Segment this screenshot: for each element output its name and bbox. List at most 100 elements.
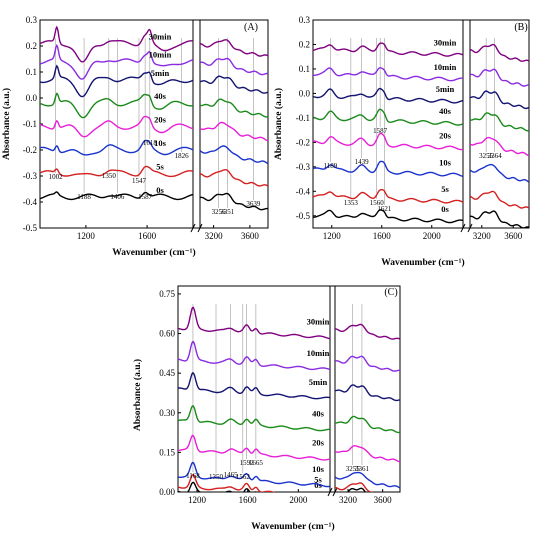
series-line-40s (200, 98, 268, 118)
y-tick-label: 0.1 (26, 67, 37, 77)
series-line-30min (40, 25, 193, 63)
series-label: 20s (312, 438, 325, 448)
series-line-0s (40, 191, 193, 201)
series-label: 30min (434, 37, 457, 47)
peak-annotation: 1465 (224, 471, 239, 479)
y-tick-label: -0.5 (296, 211, 311, 221)
x-tick-label: 2000 (423, 231, 442, 241)
series-label: 10min (307, 348, 330, 358)
panel-0: 0.3 0.2 0.1 0.0 -0.1 -0.2 -0.3 -0.4 -0.5 1200 1600… (1, 15, 269, 258)
series-label: 10s (439, 157, 452, 167)
y-tick-label: 0.3 (26, 15, 38, 25)
series-line-10min (178, 340, 330, 371)
series-line-5s (313, 189, 463, 204)
series-line-30min (470, 43, 529, 62)
x-tick-label: 1200 (188, 495, 207, 505)
y-tick-label: 0.15 (159, 447, 175, 457)
series-line-40s (40, 92, 193, 119)
axis-break-mark (190, 223, 196, 233)
series-line-5min (40, 64, 193, 98)
x-tick-label: 3200 (205, 231, 224, 241)
x-tick-label: 1600 (138, 231, 157, 241)
peak-annotation: 1547 (132, 177, 147, 185)
y-tick-label: 0.60 (159, 329, 175, 339)
series-line-5min (178, 372, 330, 400)
series-line-10s (470, 163, 529, 183)
y-tick-label: 0.30 (159, 408, 175, 418)
series-line-20s (470, 136, 529, 157)
x-tick-label: 1600 (373, 231, 392, 241)
series-label: 5s (314, 475, 322, 485)
peak-annotation: 1592 (240, 459, 255, 467)
peak-annotation: 3255 (346, 465, 361, 473)
peak-annotation: 1560 (370, 199, 385, 207)
peak-annotation: 1826 (175, 152, 190, 160)
series-label: 40s (312, 409, 325, 419)
y-axis-label: Absorbance (a.u.) (273, 88, 284, 160)
series-line-10s (200, 145, 268, 165)
y-tick-label: 0.1 (299, 64, 310, 74)
x-tick-label: 3600 (241, 231, 260, 241)
peak-annotation: 1587 (373, 127, 388, 135)
y-tick-label: 0.2 (299, 39, 310, 49)
peak-annotation: 3364 (488, 152, 503, 160)
peak-annotation: 1439 (355, 158, 370, 166)
panel-2: 0.75 0.60 0.45 0.30 0.15 0.00 1200 1600 2000 3200… (132, 285, 401, 532)
series-line-30min (335, 323, 400, 340)
series-line-40s (178, 405, 330, 432)
x-tick-label: 3600 (504, 231, 523, 241)
y-tick-label: -0.4 (296, 186, 311, 196)
series-label: 0s (441, 204, 449, 214)
peak-annotation: 3639 (246, 200, 261, 208)
series-line-5min (335, 384, 400, 402)
series-label: 5s (441, 184, 449, 194)
y-axis-label: Absorbance (a.u.) (1, 88, 12, 160)
series-label: 5s (156, 161, 164, 171)
x-tick-label: 1600 (239, 495, 258, 505)
y-tick-label: -0.4 (23, 197, 38, 207)
peak-annotation: 1353 (344, 199, 359, 207)
y-tick-label: 0.45 (159, 368, 175, 378)
panel-label: (C) (384, 287, 397, 298)
series-label: 10min (434, 62, 457, 72)
y-axis-label: Absorbance (a.u.) (132, 359, 143, 431)
x-axis-label: Wavenumber (cm⁻¹) (381, 257, 464, 268)
peak-annotation: 1350 (102, 172, 117, 180)
series-label: 5min (309, 377, 328, 387)
series-line-0s (313, 209, 463, 224)
peak-annotation: 3361 (355, 465, 370, 473)
y-tick-label: -0.3 (296, 162, 311, 172)
peak-annotation: 1621 (377, 205, 392, 213)
series-line-10s (178, 461, 330, 488)
series-line-5min (313, 87, 463, 104)
peak-annotation: 3255 (479, 152, 494, 160)
peak-annotation: 1587 (138, 193, 153, 201)
y-tick-label: 0.3 (299, 15, 311, 25)
series-line-20s (335, 445, 400, 463)
series-label: 10min (149, 50, 172, 60)
peak-annotation: 1618 (143, 139, 158, 147)
series-line-10min (470, 68, 529, 87)
x-tick-label: 2000 (289, 495, 308, 505)
peak-annotation: 1188 (77, 193, 91, 201)
series-line-10min (40, 43, 193, 80)
series-label: 5min (151, 68, 170, 78)
plot-frame (312, 19, 530, 229)
series-line-40s (313, 108, 463, 126)
series-line-10s (313, 160, 463, 178)
series-line-10min (200, 57, 268, 76)
axis-break-mark (460, 223, 466, 233)
axis-break-mark (467, 223, 473, 233)
axis-break-mark (332, 487, 338, 497)
y-tick-label: 0.0 (299, 88, 311, 98)
panel-label: (A) (244, 22, 258, 33)
series-line-5s (200, 169, 268, 187)
series-line-40s (470, 112, 529, 132)
peak-annotation: 1189 (324, 162, 338, 170)
series-line-30min (200, 39, 268, 57)
series-label: 5min (436, 84, 455, 94)
series-line-20s (200, 121, 268, 142)
series-label: 10s (154, 138, 167, 148)
series-line-10min (335, 355, 400, 372)
